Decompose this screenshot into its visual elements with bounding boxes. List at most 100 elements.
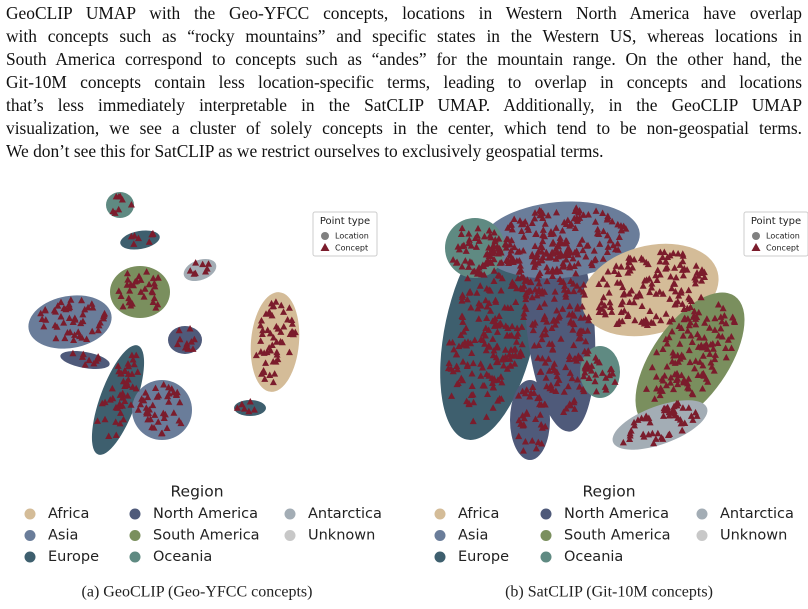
concept-marker <box>577 314 585 321</box>
legend-marker <box>434 508 446 520</box>
concept-marker <box>448 392 456 399</box>
concept-marker <box>668 284 676 292</box>
concept-marker <box>150 279 158 287</box>
concept-marker <box>134 368 142 375</box>
concept-marker <box>709 345 717 352</box>
concept-marker <box>528 252 536 260</box>
concept-marker <box>653 276 661 283</box>
concept-marker <box>565 310 573 318</box>
concept-marker <box>656 257 664 265</box>
concept-marker <box>468 382 476 389</box>
concept-marker <box>575 334 583 342</box>
concept-marker <box>172 391 180 398</box>
concept-marker <box>538 335 546 343</box>
concept-marker <box>79 350 87 358</box>
concept-marker <box>620 307 628 314</box>
concept-marker <box>127 280 135 288</box>
concept-marker <box>463 295 471 303</box>
concept-marker <box>541 400 549 408</box>
legend-label: Location <box>335 232 369 241</box>
concept-marker <box>612 262 620 269</box>
concept-marker <box>685 286 693 294</box>
concept-marker <box>569 319 577 327</box>
legend-label: Europe <box>458 549 509 565</box>
concept-marker <box>592 207 600 214</box>
legend-label: Asia <box>48 528 78 544</box>
concept-marker <box>666 295 674 302</box>
concept-marker <box>541 300 549 307</box>
concept-marker <box>286 330 294 338</box>
concept-marker <box>453 362 461 369</box>
concept-marker <box>604 267 612 275</box>
concept-marker <box>652 312 660 320</box>
concept-marker <box>125 294 133 302</box>
concept-marker <box>581 368 589 376</box>
concept-marker <box>481 331 489 339</box>
concept-marker <box>116 419 124 427</box>
concept-marker <box>463 362 471 370</box>
concept-marker <box>484 257 492 264</box>
concept-marker <box>468 349 476 356</box>
legend-label: Africa <box>458 506 499 522</box>
concept-marker <box>640 433 648 440</box>
concept-marker <box>692 276 700 283</box>
text-line: Git-10M concepts contain less location-s… <box>6 72 802 92</box>
concept-marker <box>450 345 458 353</box>
concept-marker <box>559 227 567 234</box>
concept-marker <box>657 316 665 324</box>
concept-marker <box>539 214 547 221</box>
concept-marker <box>140 396 148 404</box>
concept-marker <box>54 302 62 309</box>
concept-marker <box>505 259 513 267</box>
concept-marker <box>94 326 102 334</box>
concept-marker <box>607 303 615 310</box>
concept-marker <box>686 303 694 311</box>
concept-marker <box>175 326 183 334</box>
concept-marker <box>504 324 512 331</box>
concept-marker <box>518 340 526 348</box>
concept-marker <box>140 293 148 300</box>
concept-marker <box>160 380 168 388</box>
concept-marker <box>719 304 727 312</box>
concept-marker <box>714 300 722 308</box>
concept-marker <box>652 290 660 297</box>
concept-marker <box>670 385 678 393</box>
concept-marker <box>562 239 570 247</box>
legend-marker <box>129 551 141 563</box>
legend-marker <box>434 551 446 563</box>
concept-marker <box>524 226 532 233</box>
concept-marker <box>184 344 192 352</box>
concept-marker <box>585 374 593 381</box>
concept-marker <box>144 393 152 401</box>
legend-label: Concept <box>335 244 368 253</box>
concept-marker <box>624 263 632 270</box>
concept-marker <box>571 224 579 232</box>
concept-marker <box>458 297 466 304</box>
concept-marker <box>672 300 680 307</box>
concept-marker <box>680 305 688 313</box>
concept-marker <box>659 345 667 353</box>
concept-marker <box>516 217 524 224</box>
concept-marker <box>692 315 700 322</box>
concept-marker <box>189 345 197 352</box>
concept-marker <box>465 230 473 237</box>
legend-label: Location <box>766 232 800 241</box>
concept-marker <box>148 423 156 431</box>
concept-marker <box>124 360 132 367</box>
concept-marker <box>562 220 570 228</box>
concept-marker <box>728 344 736 352</box>
concept-marker <box>462 324 470 332</box>
concept-marker <box>60 319 68 326</box>
concept-marker <box>513 338 521 345</box>
region-cluster <box>60 351 110 369</box>
legend-marker <box>284 530 296 541</box>
concept-marker <box>258 330 266 338</box>
concept-marker <box>515 352 523 360</box>
concept-marker <box>78 334 86 341</box>
concept-marker <box>170 409 178 416</box>
concept-marker <box>678 371 686 379</box>
concept-marker <box>496 272 504 279</box>
concept-marker <box>277 328 285 335</box>
concept-marker <box>186 325 194 332</box>
concept-marker <box>515 416 523 424</box>
